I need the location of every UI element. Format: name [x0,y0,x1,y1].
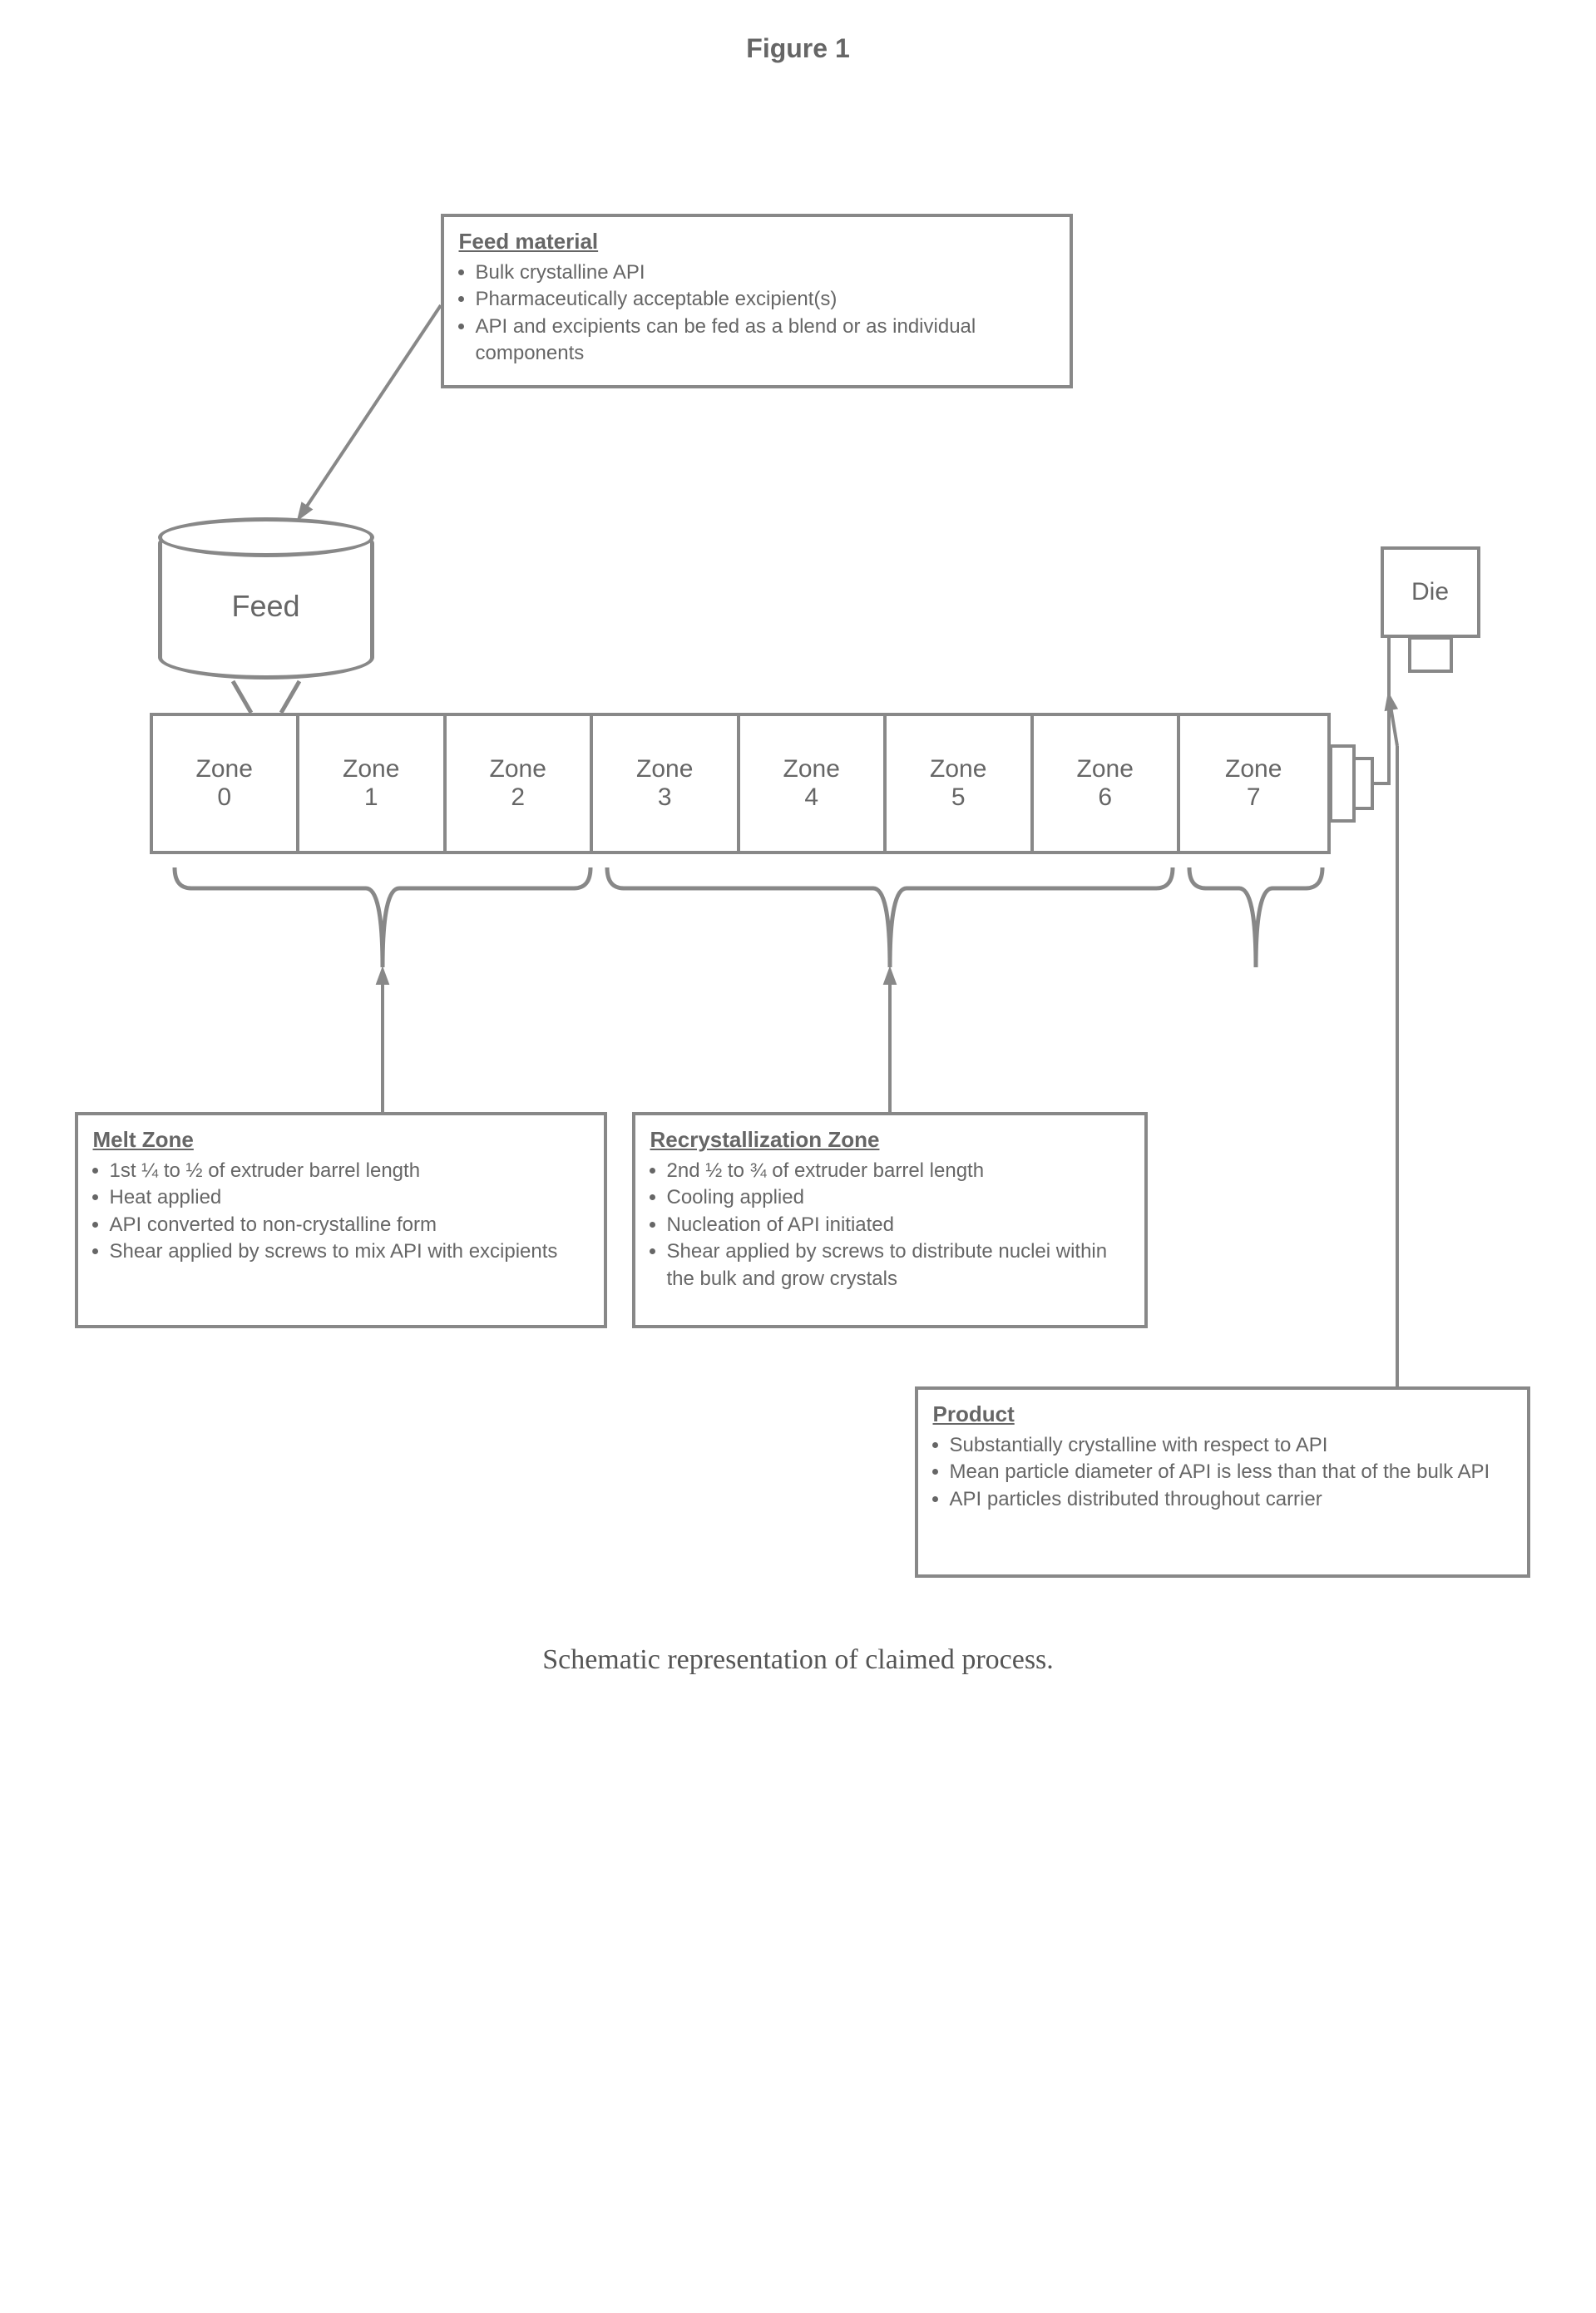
list-item: Mean particle diameter of API is less th… [950,1459,1512,1485]
list-item: Shear applied by screws to distribute nu… [667,1238,1129,1292]
list-item: 1st ¼ to ½ of extruder barrel length [110,1158,589,1184]
melt-zone-title: Melt Zone [93,1127,589,1153]
product-list: Substantially crystalline with respect t… [933,1432,1512,1513]
recrystallization-zone-title: Recrystallization Zone [650,1127,1129,1153]
melt-zone-box: Melt Zone 1st ¼ to ½ of extruder barrel … [75,1112,607,1328]
recrystallization-zone-box: Recrystallization Zone 2nd ½ to ¾ of ext… [632,1112,1148,1328]
diagram-canvas: Feed material Bulk crystalline API Pharm… [50,114,1547,1611]
list-item: Shear applied by screws to mix API with … [110,1238,589,1265]
recrystallization-zone-list: 2nd ½ to ¾ of extruder barrel length Coo… [650,1158,1129,1292]
list-item: 2nd ½ to ¾ of extruder barrel length [667,1158,1129,1184]
product-box: Product Substantially crystalline with r… [915,1386,1530,1578]
list-item: API converted to non-crystalline form [110,1212,589,1238]
figure-label: Figure 1 [33,33,1563,64]
list-item: Substantially crystalline with respect t… [950,1432,1512,1459]
melt-zone-list: 1st ¼ to ½ of extruder barrel length Hea… [93,1158,589,1266]
figure-caption: Schematic representation of claimed proc… [33,1644,1563,1676]
product-title: Product [933,1401,1512,1427]
list-item: Nucleation of API initiated [667,1212,1129,1238]
list-item: Cooling applied [667,1184,1129,1211]
list-item: Heat applied [110,1184,589,1211]
list-item: API particles distributed throughout car… [950,1486,1512,1513]
